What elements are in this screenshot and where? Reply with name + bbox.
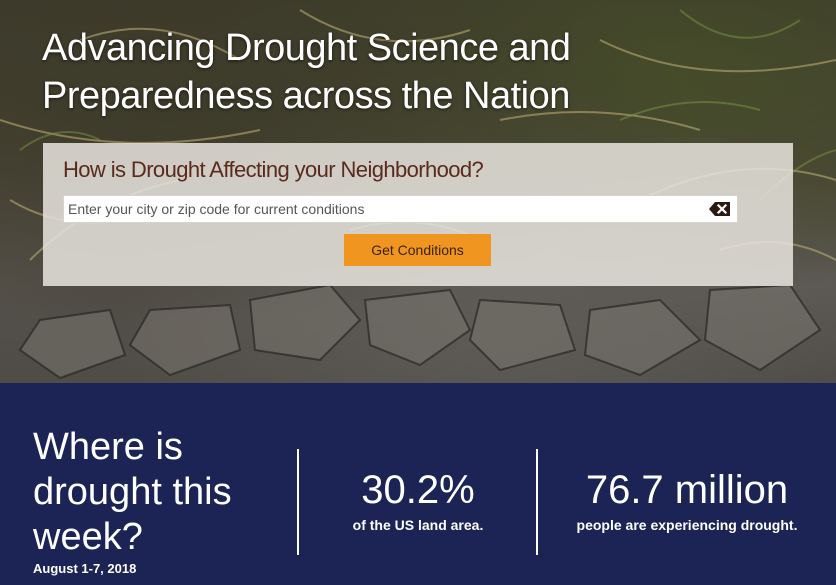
drought-search-panel: How is Drought Affecting your Neighborho… xyxy=(43,143,793,286)
stats-date-range: August 1-7, 2018 xyxy=(33,561,137,576)
page-title: Advancing Drought Science and Preparedne… xyxy=(42,27,571,117)
search-box xyxy=(63,195,738,223)
cracked-earth-background-image xyxy=(0,9,836,380)
people-value: 76.7 million xyxy=(585,468,789,512)
land-area-caption: of the US land area. xyxy=(352,517,484,533)
hero-section: Advancing Drought Science and Preparedne… xyxy=(0,0,836,383)
land-area-stat: 30.2% of the US land area. xyxy=(300,467,536,533)
people-stat: 76.7 million people are experiencing dro… xyxy=(538,467,836,533)
stats-divider xyxy=(536,449,538,555)
drought-stats-section: Where is drought this week? August 1-7, … xyxy=(0,383,836,585)
stats-question-heading: Where is drought this week? xyxy=(33,426,232,558)
search-heading: How is Drought Affecting your Neighborho… xyxy=(63,157,484,182)
backspace-clear-icon[interactable] xyxy=(709,201,731,217)
stats-divider xyxy=(297,449,299,555)
location-search-input[interactable] xyxy=(64,196,698,222)
get-conditions-button[interactable]: Get Conditions xyxy=(344,234,491,266)
people-caption: people are experiencing drought. xyxy=(576,517,798,533)
land-area-value: 30.2% xyxy=(361,468,475,512)
